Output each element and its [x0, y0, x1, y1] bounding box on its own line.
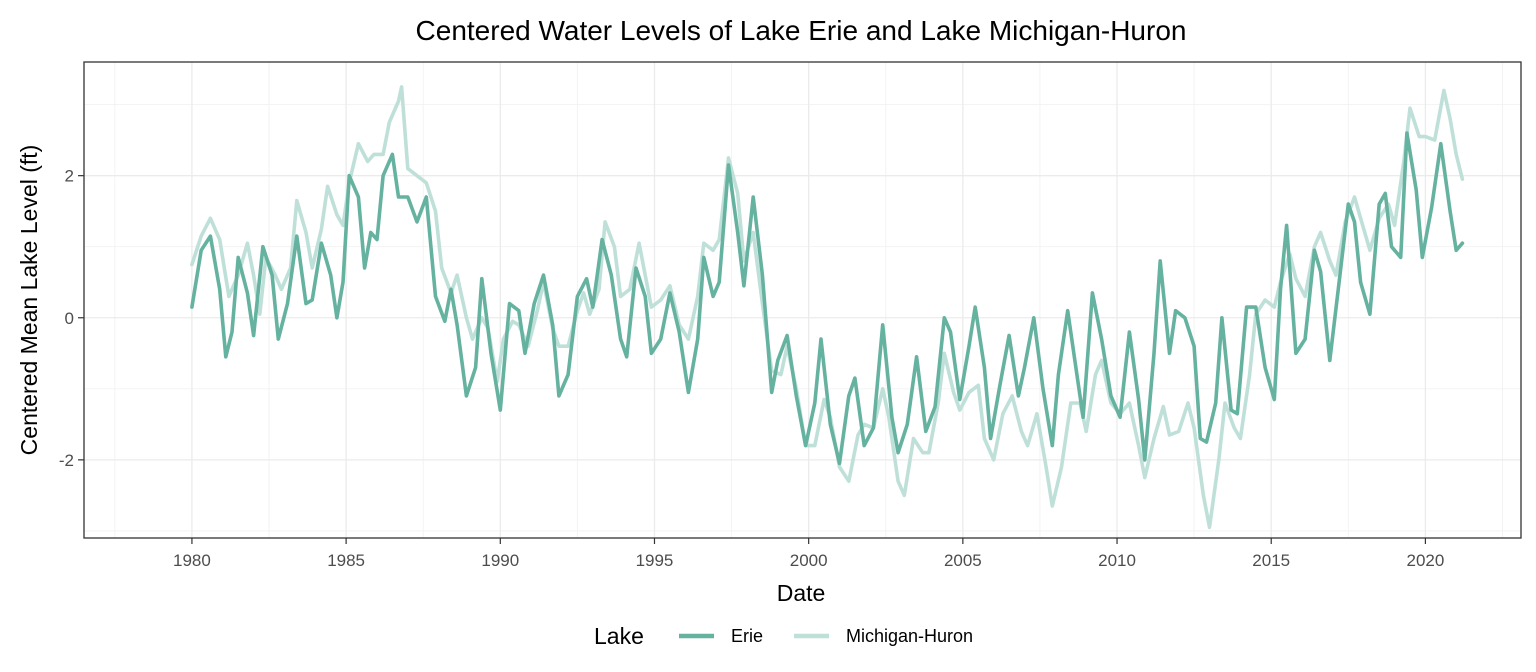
y-tick-label: -2 [59, 451, 74, 470]
plot-panel-background [84, 62, 1521, 538]
legend: Lake Erie Michigan-Huron [594, 623, 973, 649]
x-tick-label: 2015 [1252, 551, 1290, 570]
x-tick-label: 1990 [481, 551, 519, 570]
series-line-erie [190, 131, 1465, 466]
chart-title: Centered Water Levels of Lake Erie and L… [416, 15, 1187, 46]
legend-label-erie: Erie [731, 626, 763, 646]
grid-major [84, 62, 1521, 538]
legend-label-michigan-huron: Michigan-Huron [846, 626, 973, 646]
y-axis: -2 0 2 [59, 167, 84, 470]
x-tick-label: 2000 [790, 551, 828, 570]
x-axis: 1980 1985 1990 1995 2000 2005 2010 2015 2020 [173, 538, 1444, 570]
y-tick-label: 2 [65, 167, 74, 186]
series-line-michigan-huron [190, 85, 1465, 530]
x-axis-title: Date [777, 580, 826, 606]
y-axis-title: Centered Mean Lake Level (ft) [16, 145, 42, 456]
x-tick-label: 1995 [636, 551, 674, 570]
x-tick-label: 2020 [1406, 551, 1444, 570]
x-tick-label: 2005 [944, 551, 982, 570]
grid-minor [84, 62, 1521, 538]
plot-area [83, 61, 1522, 539]
x-tick-label: 1985 [327, 551, 365, 570]
y-tick-label: 0 [65, 309, 74, 328]
x-tick-label: 2010 [1098, 551, 1136, 570]
plot-panel-border [83, 61, 1522, 539]
x-tick-label: 1980 [173, 551, 211, 570]
series-layer [190, 85, 1465, 530]
legend-title: Lake [594, 623, 644, 649]
